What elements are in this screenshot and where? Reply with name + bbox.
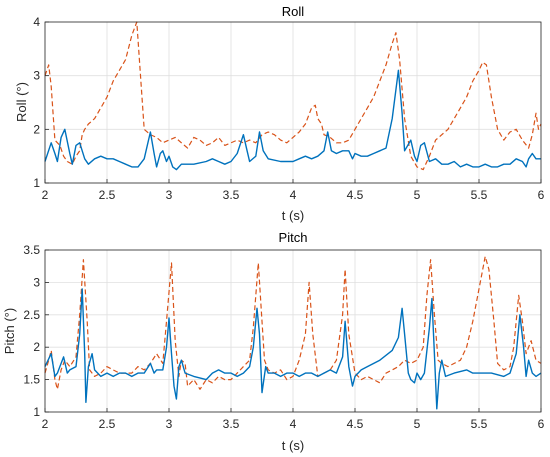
- roll-x-tick-label: 3.5: [223, 188, 240, 202]
- pitch-x-tick-label: 3: [166, 417, 173, 431]
- roll-x-tick-label: 5: [414, 188, 421, 202]
- pitch-x-axis-label: t (s): [282, 438, 304, 453]
- pitch-series-dashed-line: [44, 255, 542, 390]
- roll-y-tick-label: 3: [33, 69, 40, 83]
- pitch-panel: Pitch 2 2.5 3 3.5 4 4.5 5 5.5 6 1 1.5 2 2.5 3 3.5 t (s…: [2, 230, 545, 453]
- pitch-title: Pitch: [279, 230, 308, 245]
- roll-title: Roll: [282, 4, 305, 19]
- roll-x-tick-label: 5.5: [471, 188, 488, 202]
- pitch-x-tick-label: 3.5: [223, 417, 240, 431]
- pitch-y-tick-label: 3: [33, 275, 40, 289]
- roll-grid: [44, 21, 542, 184]
- pitch-x-tick-label: 2: [42, 417, 49, 431]
- roll-series-dashed-line: [44, 21, 542, 171]
- pitch-y-axis-label: Pitch (°): [2, 308, 17, 354]
- roll-y-tick-label: 1: [33, 176, 40, 190]
- pitch-series-group: [44, 255, 542, 410]
- pitch-y-tick-label: 2.5: [23, 308, 40, 322]
- roll-x-tick-label: 3: [166, 188, 173, 202]
- roll-y-tick-label: 2: [33, 122, 40, 136]
- pitch-y-tick-label: 1.5: [23, 373, 40, 387]
- pitch-ticks: 2 2.5 3 3.5 4 4.5 5 5.5 6 1 1.5 2 2.5 3 3.5: [23, 243, 544, 431]
- roll-x-tick-label: 4: [290, 188, 297, 202]
- pitch-x-tick-label: 5.5: [471, 417, 488, 431]
- pitch-x-tick-label: 2.5: [99, 417, 116, 431]
- pitch-y-tick-label: 1: [33, 405, 40, 419]
- roll-y-tick-label: 4: [33, 15, 40, 29]
- pitch-x-tick-label: 4.5: [347, 417, 364, 431]
- pitch-x-tick-label: 4: [290, 417, 297, 431]
- pitch-y-tick-label: 3.5: [23, 243, 40, 257]
- roll-x-tick-label: 2.5: [99, 188, 116, 202]
- roll-series-group: [44, 21, 542, 171]
- roll-x-axis-label: t (s): [282, 208, 304, 223]
- roll-x-tick-label: 4.5: [347, 188, 364, 202]
- pitch-grid: [44, 249, 542, 413]
- pitch-series-solid-line: [44, 288, 542, 410]
- roll-x-tick-label: 6: [538, 188, 545, 202]
- roll-y-axis-label: Roll (°): [14, 82, 29, 122]
- roll-x-tick-label: 2: [42, 188, 49, 202]
- pitch-x-tick-label: 5: [414, 417, 421, 431]
- pitch-y-tick-label: 2: [33, 340, 40, 354]
- pitch-x-tick-label: 6: [538, 417, 545, 431]
- roll-series-solid-line: [44, 69, 541, 171]
